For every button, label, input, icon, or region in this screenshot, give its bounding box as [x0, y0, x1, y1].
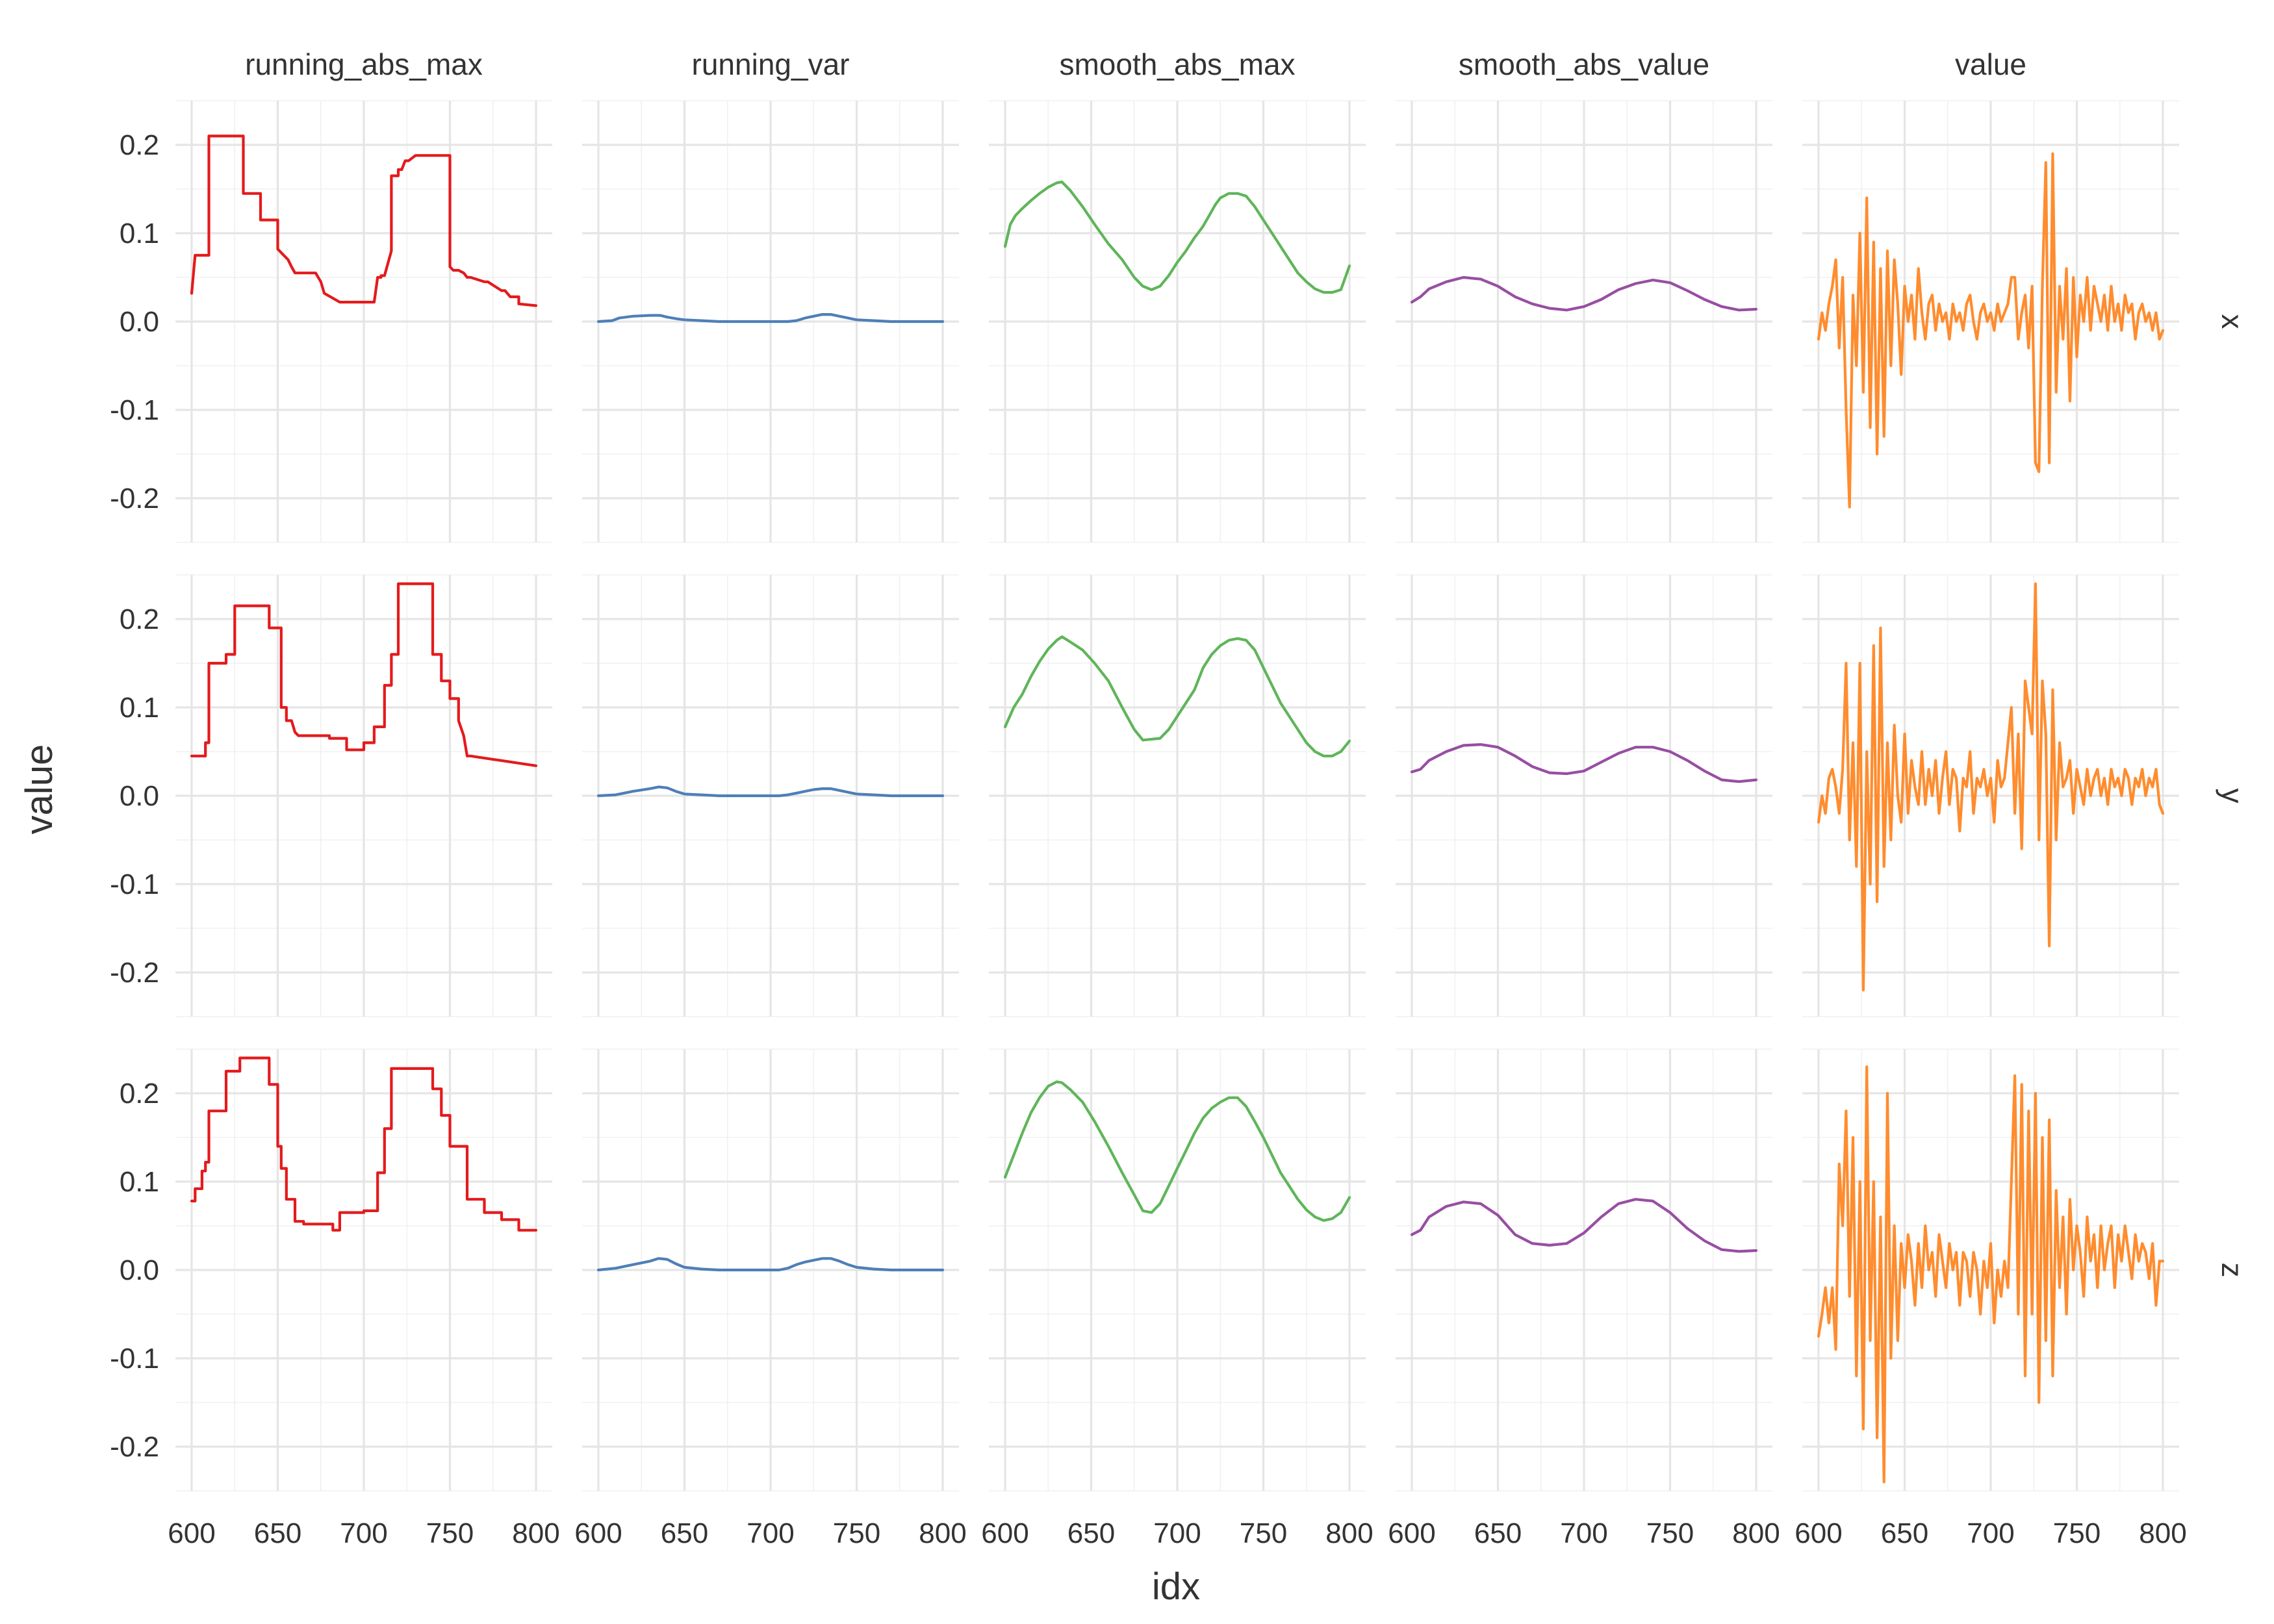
series-line-smooth_abs_value-z — [1410, 1198, 1758, 1253]
x-tick-label: 750 — [2053, 1517, 2101, 1549]
y-axis-title: value — [18, 744, 60, 835]
y-tick-label: 0.2 — [120, 1078, 159, 1110]
x-tick-label: 750 — [426, 1517, 474, 1549]
x-axis-title: idx — [1152, 1566, 1200, 1608]
x-tick-label: 750 — [1240, 1517, 1287, 1549]
x-tick-label: 600 — [168, 1517, 215, 1549]
series-line-running_abs_max-y — [190, 582, 538, 767]
row-strip-label: z — [2216, 1263, 2249, 1278]
panel-smooth_abs_max-z — [989, 1048, 1366, 1491]
panel-smooth_abs_value-x — [1396, 100, 1772, 543]
x-tick-label: 700 — [1153, 1517, 1201, 1549]
y-tick-label: -0.1 — [110, 1343, 159, 1375]
series-line-running_var-y — [596, 785, 945, 798]
x-tick-label: 650 — [1474, 1517, 1522, 1549]
y-tick-label: 0.0 — [120, 780, 159, 812]
series-line-smooth_abs_max-z — [1003, 1080, 1351, 1222]
y-tick-label: 0.0 — [120, 306, 159, 338]
y-tick-label: -0.2 — [110, 483, 159, 514]
x-tick-label: 700 — [340, 1517, 387, 1549]
panel-smooth_abs_max-x — [989, 100, 1366, 543]
column-strip-label: running_abs_max — [245, 47, 483, 81]
panel-grid — [175, 100, 2179, 1491]
x-tick-label: 600 — [1795, 1517, 1842, 1549]
series-line-running_var-x — [596, 313, 945, 324]
panel-running_abs_max-x — [175, 100, 552, 543]
x-tick-label: 750 — [833, 1517, 880, 1549]
y-tick-label: -0.2 — [110, 1431, 159, 1463]
y-tick-label: 0.2 — [120, 603, 159, 635]
series-line-value-x — [1817, 152, 2165, 509]
panel-smooth_abs_value-z — [1396, 1048, 1772, 1491]
y-tick-label: 0.1 — [120, 1166, 159, 1198]
series-line-value-y — [1817, 582, 2165, 992]
x-tick-label: 800 — [1325, 1517, 1373, 1549]
panel-value-z — [1802, 1048, 2179, 1491]
row-strip-label: y — [2216, 789, 2249, 804]
x-tick-label: 650 — [1067, 1517, 1115, 1549]
panel-value-y — [1802, 574, 2179, 1017]
y-tick-label: -0.1 — [110, 869, 159, 900]
series-line-smooth_abs_max-x — [1003, 181, 1351, 294]
x-tick-label: 750 — [1646, 1517, 1694, 1549]
y-tick-label: 0.1 — [120, 218, 159, 249]
panel-running_var-x — [582, 100, 959, 543]
x-tick-label: 800 — [919, 1517, 966, 1549]
series-line-value-z — [1817, 1065, 2165, 1484]
panel-running_abs_max-y — [175, 574, 552, 1017]
series-line-running_abs_max-z — [190, 1056, 538, 1232]
column-strip-label: smooth_abs_max — [1059, 47, 1295, 81]
panel-running_var-z — [582, 1048, 959, 1491]
x-tick-label: 700 — [1560, 1517, 1607, 1549]
x-tick-label: 800 — [2139, 1517, 2186, 1549]
row-strip-label: x — [2216, 314, 2249, 329]
series-line-smooth_abs_max-y — [1003, 635, 1351, 757]
y-tick-label: -0.2 — [110, 957, 159, 989]
x-tick-label: 650 — [661, 1517, 708, 1549]
series-line-running_abs_max-x — [190, 134, 538, 307]
panel-value-x — [1802, 100, 2179, 543]
series-line-running_var-z — [596, 1257, 945, 1272]
panel-running_abs_max-z — [175, 1048, 552, 1491]
y-tick-label: 0.2 — [120, 129, 159, 161]
y-tick-label: 0.1 — [120, 692, 159, 724]
panel-smooth_abs_value-y — [1396, 574, 1772, 1017]
x-tick-label: 800 — [512, 1517, 559, 1549]
x-tick-label: 650 — [1881, 1517, 1928, 1549]
panel-running_var-y — [582, 574, 959, 1017]
x-tick-label: 650 — [254, 1517, 301, 1549]
x-tick-label: 800 — [1732, 1517, 1780, 1549]
column-strip-label: running_var — [692, 47, 850, 81]
column-strip-label: smooth_abs_value — [1459, 47, 1709, 81]
y-tick-label: 0.0 — [120, 1254, 159, 1286]
x-tick-label: 600 — [574, 1517, 622, 1549]
x-tick-label: 700 — [1967, 1517, 2014, 1549]
y-tick-label: -0.1 — [110, 394, 159, 426]
panel-smooth_abs_max-y — [989, 574, 1366, 1017]
facet-strips: running_abs_max running_var smooth_abs_max… — [245, 47, 2249, 1278]
x-tick-label: 600 — [1388, 1517, 1435, 1549]
x-tick-label: 600 — [981, 1517, 1028, 1549]
column-strip-label: value — [1955, 47, 2026, 81]
x-tick-label: 700 — [747, 1517, 794, 1549]
series-line-smooth_abs_value-x — [1410, 275, 1758, 312]
series-line-smooth_abs_value-y — [1410, 742, 1758, 783]
axes: -0.2 -0.1 0.0 0.1 0.2 -0.2 -0.1 0.0 0.1 0.2 -0.2 -0… — [110, 129, 2187, 1549]
